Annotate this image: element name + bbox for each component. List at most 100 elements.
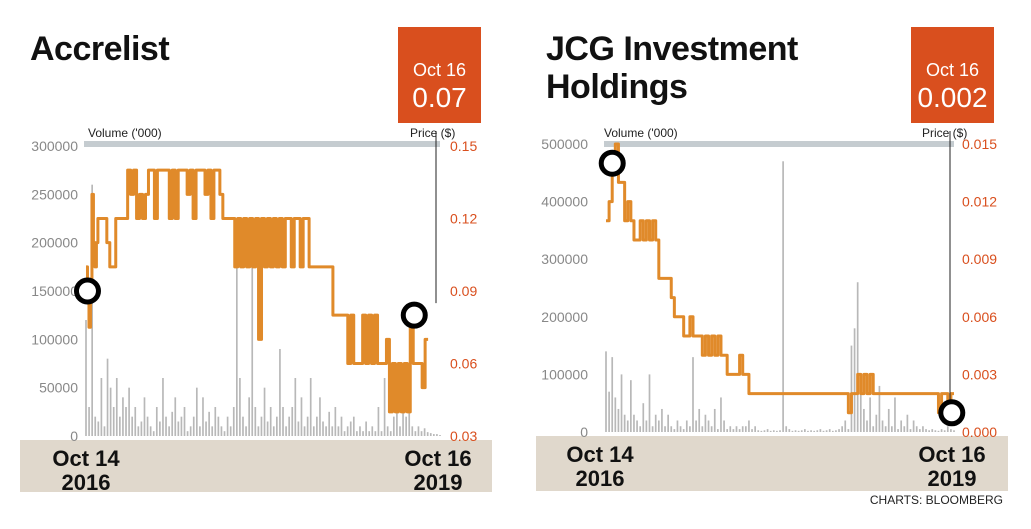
- volume-bar: [374, 431, 377, 436]
- volume-bar: [813, 430, 816, 432]
- volume-bar: [183, 407, 186, 436]
- volume-bar: [279, 349, 281, 436]
- volume-bar: [137, 426, 140, 436]
- volume-bar: [754, 426, 756, 432]
- volume-bar: [337, 426, 340, 436]
- volume-bar: [679, 426, 682, 432]
- volume-bar: [636, 420, 638, 432]
- volume-bar: [828, 429, 831, 432]
- volume-bar: [791, 430, 794, 432]
- volume-bar: [411, 426, 414, 436]
- volume-tick-label: 100000: [541, 366, 588, 382]
- volume-bar: [189, 426, 192, 436]
- volume-bar: [776, 430, 778, 432]
- volume-bar: [717, 429, 719, 432]
- volume-bar: [171, 411, 174, 436]
- volume-bar: [909, 429, 912, 432]
- volume-bar: [165, 416, 167, 436]
- volume-bar: [368, 431, 371, 436]
- volume-bar: [825, 430, 828, 432]
- volume-bar: [192, 416, 195, 436]
- volume-bar: [312, 426, 315, 436]
- volume-bar: [97, 421, 100, 436]
- volume-bar: [685, 420, 688, 432]
- chart-plot-accrelist: Volume ('000) Price ($) 300000 250000 200000…: [20, 126, 492, 495]
- volume-bar: [838, 429, 840, 432]
- volume-bar: [248, 397, 250, 436]
- volume-bar: [804, 429, 806, 432]
- price-tick-label: 0.06: [450, 356, 477, 372]
- volume-bar: [859, 380, 862, 432]
- volume-bar: [88, 407, 90, 436]
- volume-bar: [174, 397, 177, 436]
- badge-date: Oct 16: [412, 60, 467, 80]
- volume-bar: [779, 430, 781, 432]
- volume-bar: [763, 430, 766, 432]
- volume-bar: [884, 426, 887, 432]
- volume-bar: [807, 430, 809, 432]
- volume-bar: [377, 407, 380, 436]
- volume-bar: [85, 320, 87, 436]
- chart-title-line-2: Holdings: [546, 68, 688, 106]
- volume-bar: [232, 407, 235, 436]
- volume-bar: [112, 407, 115, 436]
- volume-bar: [276, 416, 278, 436]
- volume-bar: [386, 426, 389, 436]
- price-line: [606, 142, 954, 415]
- volume-bar: [611, 357, 614, 432]
- volume-bar: [720, 397, 722, 432]
- volume-bar: [399, 426, 401, 436]
- volume-bar: [266, 421, 269, 436]
- volume-bar: [208, 411, 210, 436]
- chart-title-line-1: JCG Investment: [546, 30, 798, 68]
- volume-tick-label: 250000: [31, 186, 78, 202]
- volume-bar: [928, 430, 930, 432]
- volume-bar: [423, 428, 426, 436]
- date-band: [20, 440, 492, 492]
- volume-bar: [214, 407, 217, 436]
- volume-tick-label: 500000: [541, 136, 588, 152]
- volume-bar: [417, 426, 420, 436]
- price-badge: Oct 16 0.002: [911, 27, 994, 123]
- volume-bar: [757, 430, 760, 432]
- volume-bar: [869, 397, 871, 432]
- volume-bar: [940, 429, 943, 432]
- volume-bar: [340, 416, 343, 436]
- volume-bar: [346, 426, 349, 436]
- price-tick-label: 0.15: [450, 138, 477, 154]
- volume-bar: [872, 426, 875, 432]
- volume-bar: [306, 416, 309, 436]
- volume-bar: [155, 407, 158, 436]
- x-end-label-line-2: 2019: [928, 466, 977, 491]
- volume-axis-label: Volume ('000): [604, 126, 678, 140]
- price-tick-label: 0.12: [450, 211, 477, 227]
- volume-bar: [816, 430, 819, 432]
- volume-bar: [906, 414, 909, 432]
- volume-bar: [766, 429, 769, 432]
- header-bar: [604, 141, 954, 147]
- price-tick-label: 0.09: [450, 283, 477, 299]
- volume-bar: [303, 426, 306, 436]
- volume-bar: [617, 408, 620, 432]
- volume-bar: [328, 411, 331, 436]
- volume-bar: [359, 426, 361, 436]
- volume-bar: [918, 429, 921, 432]
- volume-bar: [897, 429, 899, 432]
- chart-panel-accrelist: Accrelist Oct 16 0.07 Volume ('000) Price…: [0, 0, 500, 529]
- volume-bar: [220, 426, 223, 436]
- volume-bar: [383, 378, 386, 436]
- volume-bar: [698, 408, 701, 432]
- volume-bar: [946, 426, 949, 432]
- volume-bar: [115, 378, 118, 436]
- volume-bar: [689, 426, 691, 432]
- volume-bar: [269, 407, 272, 436]
- volume-bar: [900, 420, 903, 432]
- volume-bar: [186, 431, 189, 436]
- volume-bar: [735, 426, 738, 432]
- price-line: [85, 168, 429, 414]
- volume-bar: [738, 429, 741, 432]
- volume-bar: [180, 416, 183, 436]
- volume-bar: [887, 408, 890, 432]
- volume-bar: [380, 431, 383, 436]
- x-start-label-line-1: Oct 14: [566, 442, 634, 467]
